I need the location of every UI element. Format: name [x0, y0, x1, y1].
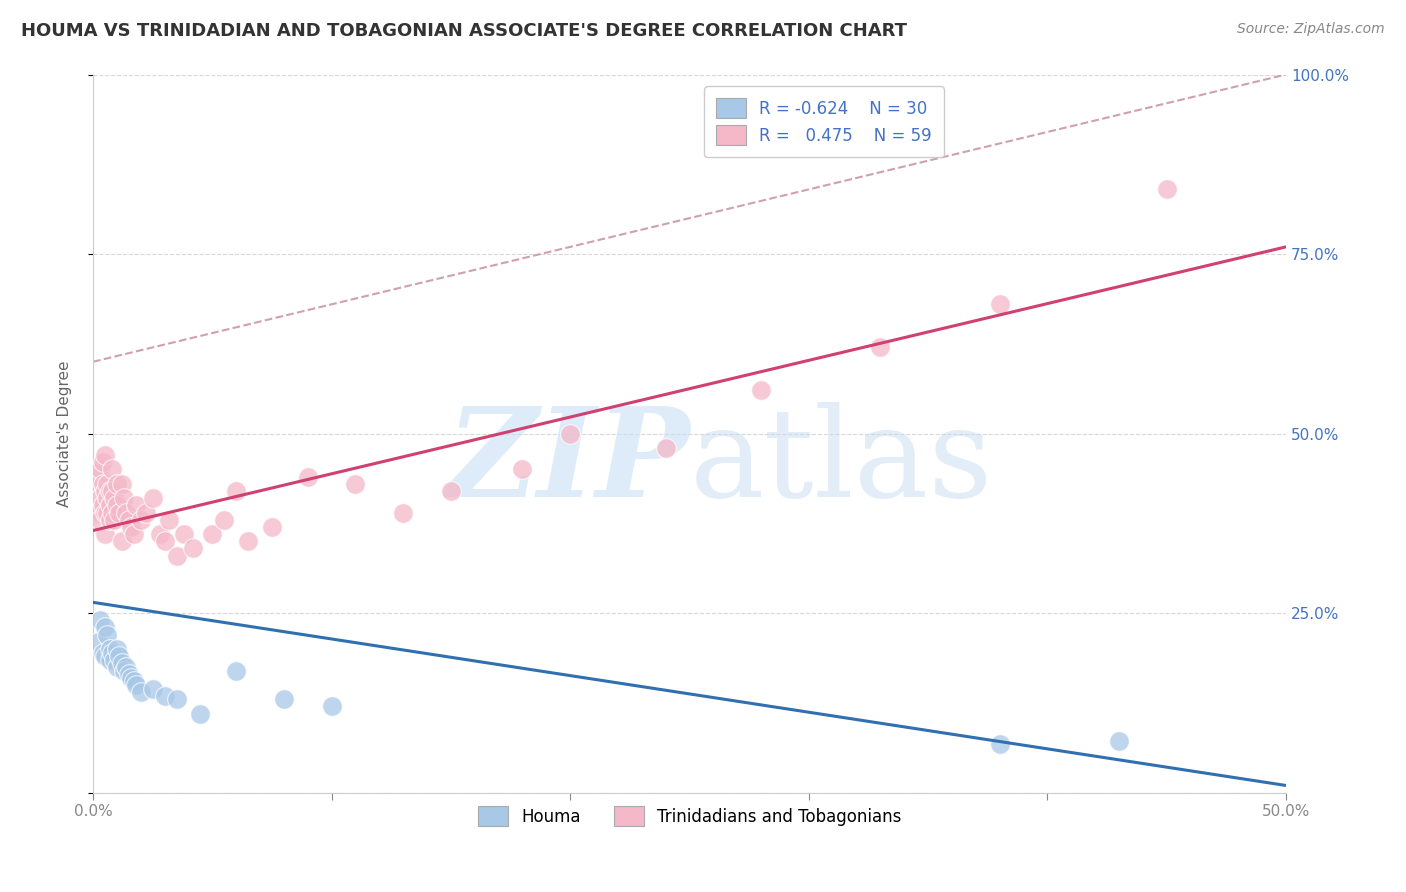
Point	[118, 667, 141, 681]
Point	[654, 441, 676, 455]
Point	[560, 426, 582, 441]
Point	[111, 657, 134, 671]
Point	[166, 692, 188, 706]
Point	[91, 455, 114, 469]
Point	[201, 527, 224, 541]
Point	[153, 689, 176, 703]
Point	[142, 491, 165, 506]
Point	[105, 499, 128, 513]
Point	[173, 527, 195, 541]
Point	[392, 506, 415, 520]
Point	[105, 476, 128, 491]
Point	[98, 642, 121, 657]
Point	[120, 671, 142, 685]
Point	[512, 462, 534, 476]
Point	[96, 476, 118, 491]
Point	[98, 483, 121, 498]
Point	[91, 476, 114, 491]
Point	[112, 491, 135, 506]
Point	[134, 506, 156, 520]
Point	[1108, 734, 1130, 748]
Point	[112, 664, 135, 678]
Point	[260, 520, 283, 534]
Point	[94, 483, 117, 498]
Text: Source: ZipAtlas.com: Source: ZipAtlas.com	[1237, 22, 1385, 37]
Point	[157, 513, 180, 527]
Point	[87, 469, 110, 483]
Point	[94, 448, 117, 462]
Point	[129, 513, 152, 527]
Point	[98, 513, 121, 527]
Point	[212, 513, 235, 527]
Point	[153, 534, 176, 549]
Point	[94, 527, 117, 541]
Point	[344, 476, 367, 491]
Point	[105, 642, 128, 657]
Y-axis label: Associate's Degree: Associate's Degree	[58, 360, 72, 507]
Point	[94, 649, 117, 664]
Point	[129, 685, 152, 699]
Point	[440, 483, 463, 498]
Point	[108, 649, 131, 664]
Point	[103, 491, 125, 506]
Point	[125, 678, 148, 692]
Point	[98, 653, 121, 667]
Point	[94, 506, 117, 520]
Point	[297, 469, 319, 483]
Point	[988, 737, 1011, 751]
Point	[96, 628, 118, 642]
Point	[101, 646, 124, 660]
Point	[869, 340, 891, 354]
Point	[111, 476, 134, 491]
Point	[101, 462, 124, 476]
Point	[122, 674, 145, 689]
Point	[988, 297, 1011, 311]
Point	[225, 664, 247, 678]
Point	[120, 520, 142, 534]
Point	[1156, 182, 1178, 196]
Point	[87, 635, 110, 649]
Point	[101, 483, 124, 498]
Point	[125, 499, 148, 513]
Legend: Houma, Trinidadians and Tobagonians: Houma, Trinidadians and Tobagonians	[470, 797, 910, 835]
Point	[89, 613, 111, 627]
Point	[190, 706, 212, 721]
Point	[89, 513, 111, 527]
Point	[103, 513, 125, 527]
Point	[91, 499, 114, 513]
Point	[91, 646, 114, 660]
Point	[122, 527, 145, 541]
Point	[96, 506, 118, 520]
Point	[98, 499, 121, 513]
Point	[111, 534, 134, 549]
Point	[225, 483, 247, 498]
Point	[115, 660, 138, 674]
Point	[236, 534, 259, 549]
Point	[321, 699, 343, 714]
Point	[273, 692, 295, 706]
Point	[118, 513, 141, 527]
Point	[115, 506, 138, 520]
Point	[94, 620, 117, 634]
Text: ZIP: ZIP	[446, 401, 689, 523]
Point	[166, 549, 188, 563]
Text: HOUMA VS TRINIDADIAN AND TOBAGONIAN ASSOCIATE'S DEGREE CORRELATION CHART: HOUMA VS TRINIDADIAN AND TOBAGONIAN ASSO…	[21, 22, 907, 40]
Point	[89, 462, 111, 476]
Point	[108, 506, 131, 520]
Point	[181, 541, 204, 556]
Point	[749, 384, 772, 398]
Point	[101, 506, 124, 520]
Point	[87, 506, 110, 520]
Point	[142, 681, 165, 696]
Point	[149, 527, 172, 541]
Point	[103, 653, 125, 667]
Point	[89, 491, 111, 506]
Point	[105, 660, 128, 674]
Text: atlas: atlas	[689, 401, 993, 523]
Point	[96, 491, 118, 506]
